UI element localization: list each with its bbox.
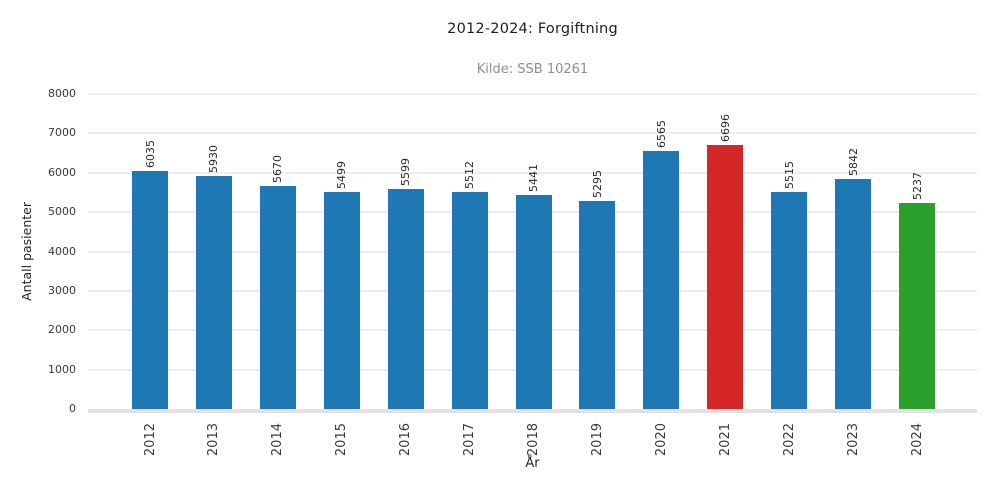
x-tick-text: 2012 [142,423,158,457]
bar-value-text: 6035 [143,140,157,169]
bar-value-text: 5441 [527,163,541,192]
x-tick-label: 2012 [142,423,158,456]
x-tick-label: 2023 [845,423,861,456]
bar-2018 [515,194,552,409]
bar-value-label: 5441 [526,164,542,192]
y-tick-label: 1000 [48,362,76,376]
x-tick-text: 2022 [781,423,797,457]
gridline [88,132,977,135]
bar-value-label: 5930 [206,145,222,173]
bar-2021 [707,145,744,409]
bar-value-text: 5512 [463,160,477,189]
x-tick-text: 2020 [653,423,669,457]
y-tick-label: 0 [69,402,76,415]
x-tick-label: 2016 [398,423,414,456]
bar-value-label: 6565 [653,120,669,148]
chart-subtitle: Kilde: SSB 10261 [476,62,589,77]
bar-value-text: 5295 [590,169,604,198]
bar-value-text: 5930 [207,144,221,173]
bar-value-text: 5515 [782,160,796,189]
x-tick-text: 2017 [462,423,478,457]
bar-2023 [835,178,872,409]
bar-value-text: 6565 [654,119,668,148]
bar-value-text: 5237 [910,171,924,200]
x-tick-label: 2017 [462,423,478,456]
bar-2015 [323,192,360,409]
bar-value-label: 5599 [398,158,414,186]
y-tick-label: 5000 [48,205,76,219]
bar-value-text: 5499 [335,161,349,190]
bar-2024 [899,202,936,409]
x-tick-text: 2013 [206,423,222,457]
y-tick-label: 4000 [48,244,76,258]
x-tick-label: 2019 [589,423,605,456]
x-tick-label: 2024 [909,423,925,456]
bar-value-label: 5237 [909,172,925,200]
bar-value-label: 5515 [781,161,797,189]
x-tick-label: 2022 [781,423,797,456]
x-tick-text: 2014 [270,423,286,457]
x-tick-text: 2023 [845,423,861,457]
bar-value-label: 5512 [462,161,478,189]
x-tick-label: 2021 [717,423,733,456]
x-tick-text: 2018 [526,423,542,457]
y-tick-label: 6000 [48,165,76,179]
x-tick-label: 2018 [526,423,542,456]
bar-2013 [195,175,232,409]
bar-2019 [579,200,616,409]
bar-value-label: 5295 [589,170,605,198]
x-tick-label: 2020 [653,423,669,456]
bar-2014 [259,185,296,409]
bar-value-text: 5599 [399,157,413,186]
x-tick-text: 2021 [717,423,733,457]
bar-value-label: 5842 [845,148,861,176]
gridline [88,93,977,95]
chart-title: 2012-2024: Forgiftning [447,21,618,37]
y-tick-label: 2000 [48,323,76,337]
bar-2016 [387,188,424,409]
x-tick-text: 2024 [909,423,925,457]
x-tick-text: 2016 [398,423,414,457]
x-tick-text: 2019 [589,423,605,457]
bar-2012 [132,171,168,409]
y-tick-label: 8000 [48,87,76,100]
x-axis-line [88,409,977,413]
bar-value-label: 5670 [270,155,286,183]
bar-value-text: 5842 [846,147,860,176]
x-tick-text: 2015 [334,423,350,457]
bar-2017 [451,191,488,409]
bar-value-label: 5499 [334,161,350,189]
y-tick-label: 3000 [48,283,76,297]
x-tick-label: 2013 [206,423,222,456]
x-tick-label: 2015 [334,423,350,456]
gridline [88,171,977,174]
x-tick-label: 2014 [270,423,286,456]
bar-value-text: 5670 [271,154,285,183]
bar-2020 [643,150,680,409]
bar-value-label: 6696 [717,114,733,142]
y-tick-label: 7000 [48,126,76,140]
x-axis-label: År [525,456,540,471]
bar-2022 [771,191,808,409]
bar-value-label: 6035 [142,140,158,168]
bar-value-text: 6696 [718,114,732,143]
